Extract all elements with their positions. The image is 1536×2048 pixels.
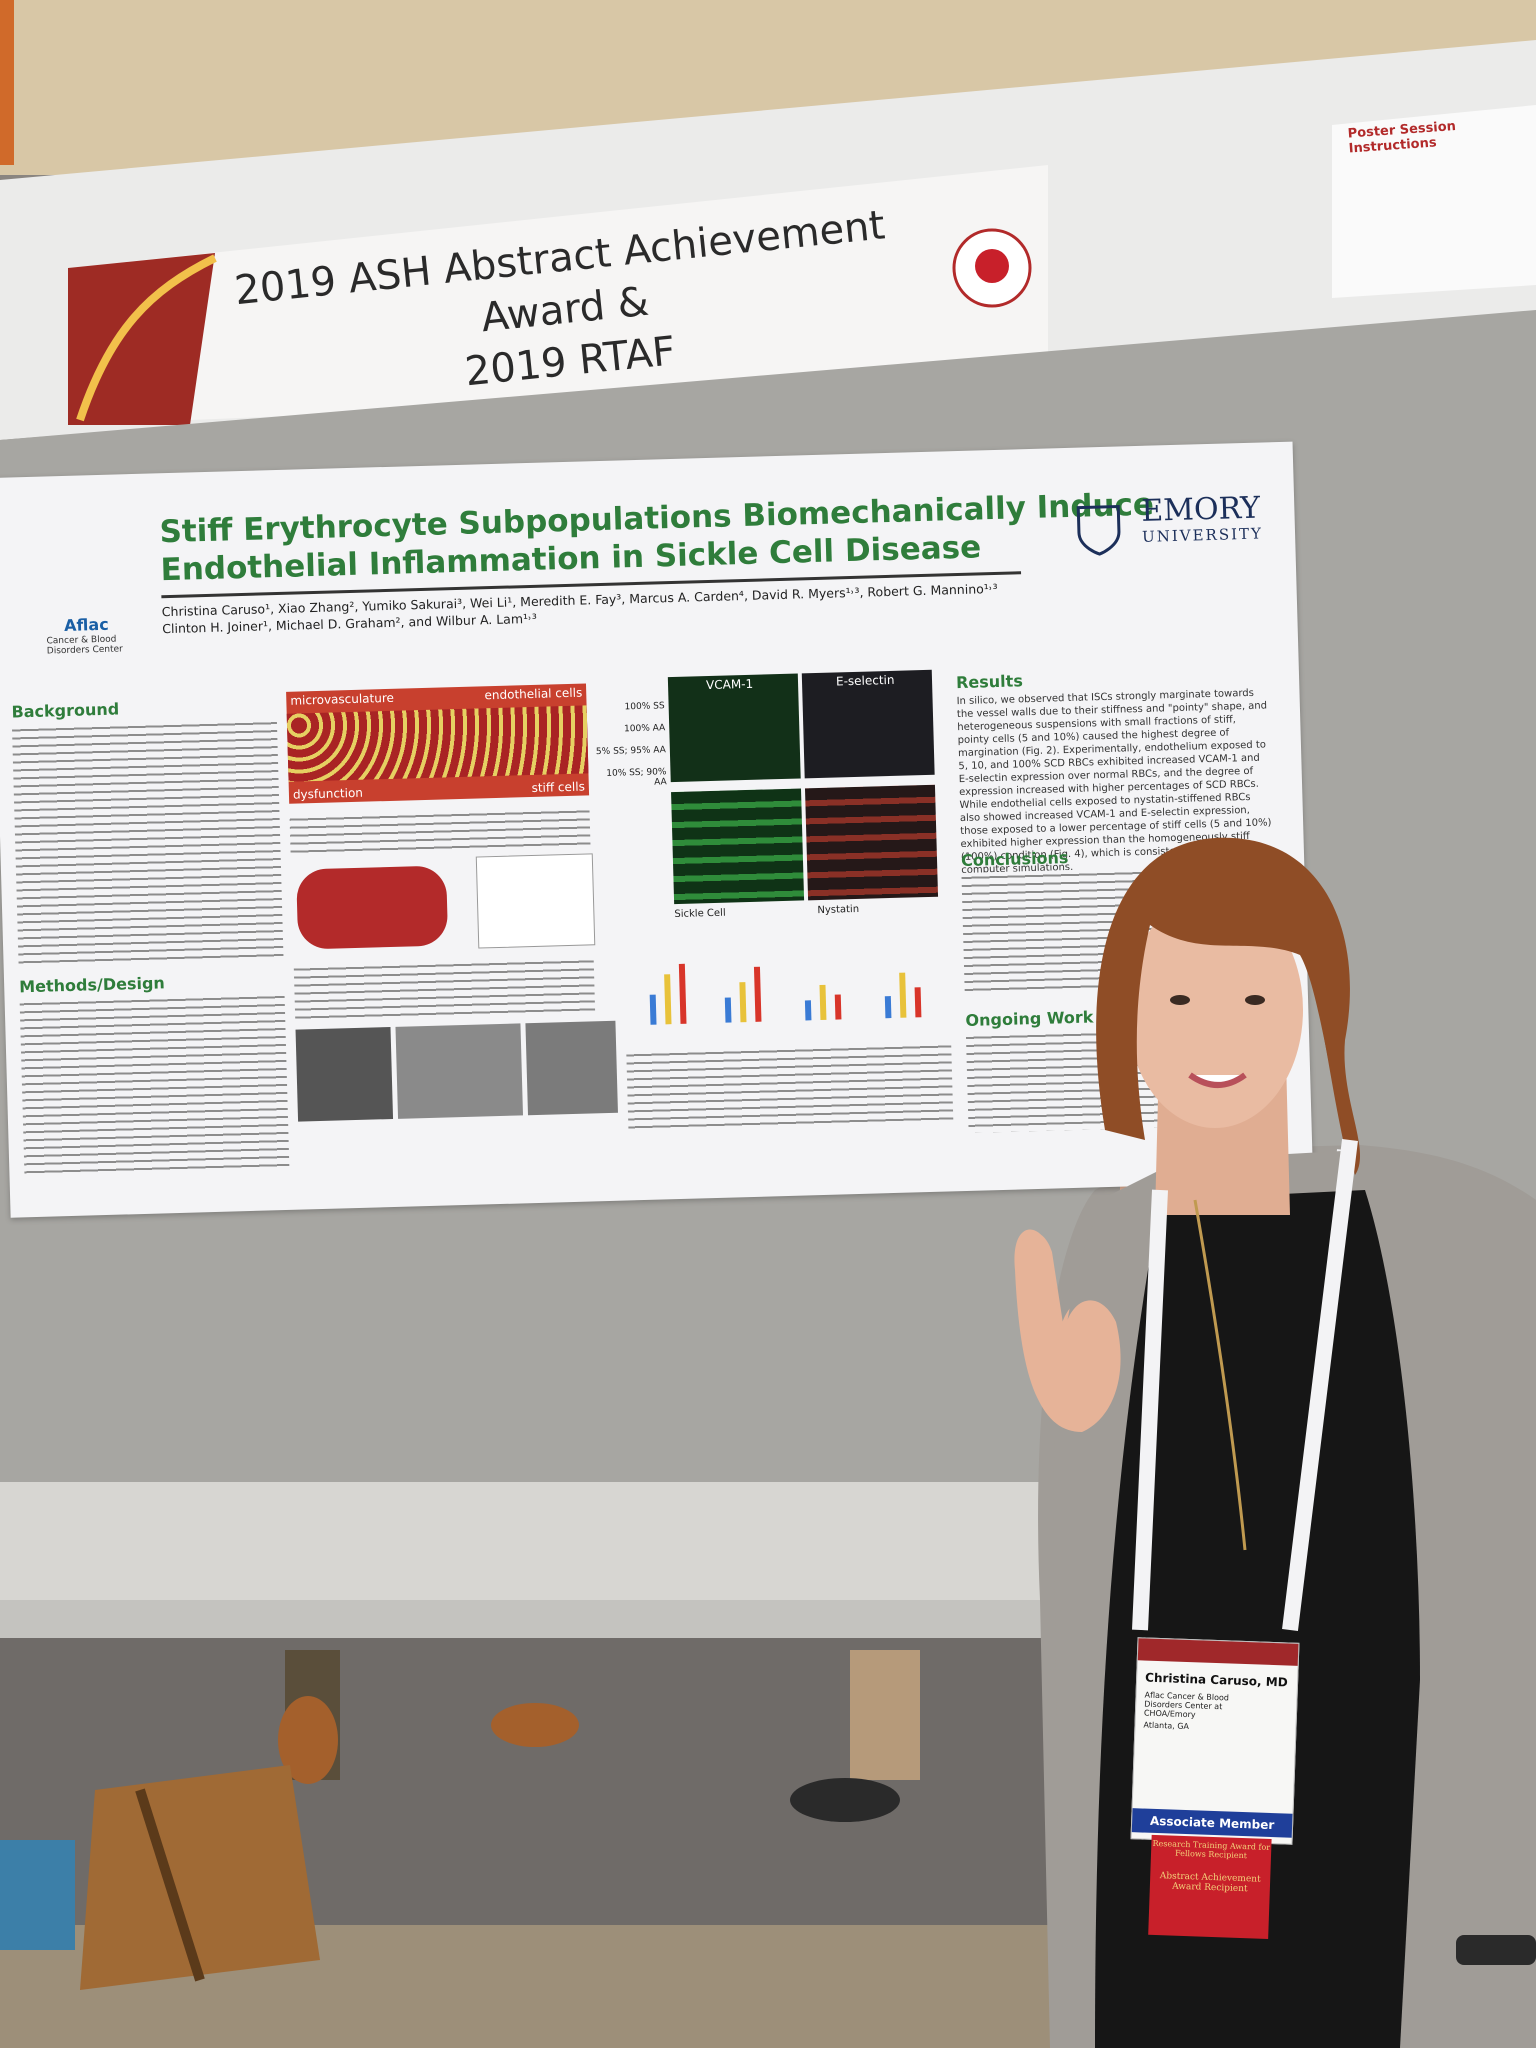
text-block [19, 991, 290, 1175]
section-heading: Methods/Design [18, 973, 166, 997]
badge: Christina Caruso, MD Aflac Cancer & Bloo… [1130, 1637, 1300, 1939]
section-heading: Ongoing Work [965, 1007, 1094, 1030]
rbc-pattern [286, 705, 589, 782]
blue-bag [0, 1840, 75, 1950]
ribbon-text: Abstract Achievement Award Recipient [1159, 1871, 1261, 1895]
emory-sub: UNIVERSITY [1141, 524, 1264, 546]
figure-label: stiff cells [531, 779, 586, 795]
bar-charts [649, 963, 922, 1025]
instructions-sheet [1332, 105, 1536, 298]
badge-name: Christina Caruso, MD [1144, 1670, 1288, 1690]
ribbon: Research Training Award for Fellows Reci… [1148, 1834, 1272, 1939]
text-block [961, 864, 1277, 993]
simulation-image [296, 865, 449, 950]
figure-label: Sickle Cell [674, 907, 726, 921]
figure-label: microvasculature [290, 690, 395, 708]
section-heading: Results [955, 671, 1024, 693]
badge-header [1137, 1638, 1299, 1666]
bar [804, 1000, 812, 1021]
shoe [278, 1696, 338, 1784]
row-label: 5% SS; 95% AA [595, 745, 667, 758]
figure-label: E-selectin [835, 672, 895, 689]
badge-city: Atlanta, GA [1143, 1720, 1190, 1732]
bar [819, 984, 827, 1021]
poster: Stiff Erythrocyte Subpopulations Biomech… [0, 441, 1314, 1218]
bar [753, 966, 762, 1022]
bar [914, 987, 922, 1018]
figure-label: dysfunction [292, 785, 364, 802]
banner-swirl-line [76, 254, 217, 422]
vcam-image [671, 788, 805, 905]
wall-strip [0, 0, 14, 165]
caption [293, 956, 596, 1020]
bar [724, 997, 732, 1023]
bar [899, 972, 907, 1018]
simulation-plot [475, 853, 596, 949]
results-text: In silico, we observed that ISCs strongl… [956, 687, 1272, 877]
ash-logo-dot [975, 249, 1009, 283]
section-heading: Conclusions [960, 848, 1069, 871]
bars-yellow [664, 972, 907, 1025]
authors: Christina Caruso¹, Xiao Zhang², Yumiko S… [162, 579, 1043, 638]
figure-1: microvasculature endothelial cells dysfu… [286, 683, 590, 804]
text-block [965, 1024, 1281, 1133]
badge-member: Associate Member [1131, 1808, 1293, 1838]
aflac-logo: Aflac [63, 614, 109, 635]
bag-strap [135, 1788, 205, 1982]
device-image [395, 1023, 524, 1119]
aflac-sub: Cancer & Blood Disorders Center [46, 634, 123, 657]
shoe [491, 1703, 579, 1747]
caption [626, 1041, 954, 1131]
bar [649, 994, 657, 1025]
shield [1076, 504, 1121, 556]
bar [678, 963, 687, 1024]
bar [739, 982, 747, 1023]
banner-swirl [68, 253, 215, 425]
legs [850, 1650, 920, 1780]
shoe [790, 1778, 900, 1822]
device-photo [295, 1027, 394, 1122]
section-heading: Background [11, 699, 120, 722]
device-image [525, 1020, 618, 1116]
rail-edge [0, 1600, 1100, 1640]
banner-sign [68, 165, 1048, 425]
figure-label: VCAM-1 [705, 676, 754, 693]
emory-shield [1076, 504, 1121, 556]
bar [834, 994, 842, 1020]
bar [884, 996, 892, 1019]
emory-logo: EMORY [1140, 490, 1261, 529]
row-label: 10% SS; 90% AA [606, 767, 667, 788]
eselectin-image [804, 784, 939, 901]
text-block [11, 718, 284, 966]
bars-blue [649, 994, 892, 1025]
bar [664, 974, 672, 1025]
figure-label: endothelial cells [484, 685, 583, 703]
figure-label: Nystatin [817, 903, 860, 917]
bars-red [678, 963, 922, 1024]
row-label: 100% AA [623, 723, 666, 735]
bag [80, 1765, 320, 1990]
caption [289, 806, 591, 855]
badge-affiliation: Aflac Cancer & Blood Disorders Center at… [1143, 1690, 1230, 1720]
row-label: 100% SS [624, 701, 665, 713]
